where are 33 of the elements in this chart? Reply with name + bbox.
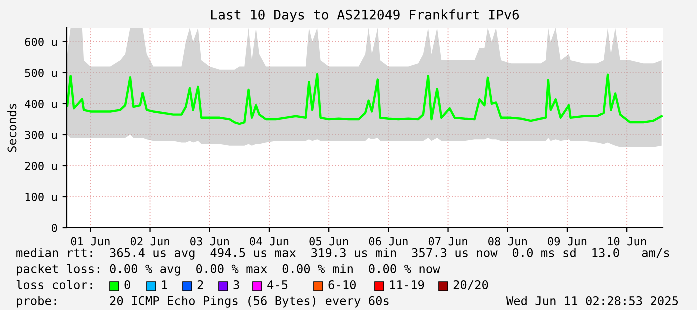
text: 3: [234, 280, 240, 290]
text: 1: [162, 280, 168, 290]
chart-title: Last 10 Days to AS212049 Frankfurt IPv6: [211, 10, 520, 22]
text: packet loss: 0.00 % avg 0.00 % max 0.00 % min 0.00 % now: [17, 264, 440, 276]
y-axis-title: Seconds: [8, 104, 17, 152]
x-tick-label: 02 Jun: [130, 237, 170, 246]
y-tick-label: 500 u: [25, 68, 57, 78]
text: median rtt: 365.4 us avg 494.5 us max 319.3 us min 357.3 us now 0.0 ms sd 13.0 am/s: [16, 248, 670, 260]
text: 20/20: [454, 280, 488, 290]
text: 2: [198, 280, 204, 290]
text: probe: 20 ICMP Echo Pings (56 Bytes) every 60s: [17, 296, 389, 308]
x-tick-label: 06 Jun: [369, 237, 408, 246]
x-tick-label: 07 Jun: [428, 237, 468, 246]
text: loss color:: [16, 280, 92, 290]
text: 0: [124, 280, 130, 290]
x-tick-label: 08 Jun: [488, 237, 527, 246]
x-tick-label: 01 Jun: [71, 237, 110, 246]
x-tick-label: 05 Jun: [310, 237, 348, 246]
y-tick-label: 200 u: [25, 162, 57, 170]
y-tick-label: 300 u: [25, 130, 57, 140]
text: 11-19: [390, 280, 424, 290]
x-tick-label: 09 Jun: [548, 237, 587, 246]
y-tick-label: 100 u: [26, 192, 57, 202]
text: Wed Jun 11 02:28:53 2025: [506, 296, 678, 306]
y-tick-label: 0: [52, 224, 58, 232]
x-tick-label: 10 Jun: [608, 237, 646, 246]
line-series: [67, 73, 663, 126]
x-tick-label: 04 Jun: [250, 237, 289, 246]
text: 4-5: [268, 280, 288, 290]
y-tick-label: 600 u: [25, 38, 57, 46]
text: 6-10: [328, 280, 356, 290]
y-tick-label: 400 u: [25, 100, 57, 108]
x-tick-label: 03 Jun: [190, 237, 229, 246]
